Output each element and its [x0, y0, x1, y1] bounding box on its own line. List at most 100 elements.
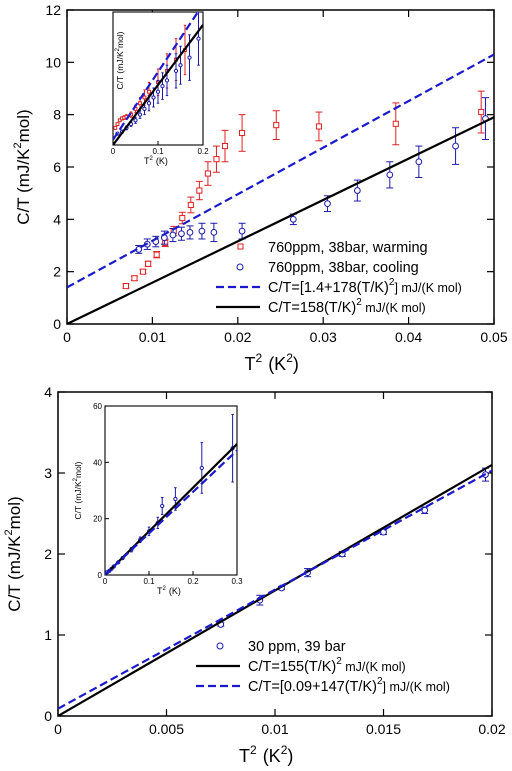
data-point-square	[142, 95, 147, 100]
inset-x-axis-unit: (K)	[156, 156, 168, 166]
data-point-square	[315, 123, 322, 130]
inset-chart: 0 0.1 0.2 0.3 0 20 40 60 T2 (K) C/T (mJ/K2mol)	[73, 402, 243, 596]
data-point-circle	[199, 465, 204, 471]
data-point-circle	[146, 101, 152, 106]
data-point-square	[147, 89, 151, 94]
data-point-circle	[187, 55, 192, 60]
data-point-square	[179, 214, 186, 222]
inset-y-tick-label: 60	[93, 402, 102, 411]
x-axis-unit-end: )	[293, 354, 299, 374]
series-layer	[58, 463, 492, 716]
data-point-circle	[133, 118, 138, 123]
y-tick-label: 4	[53, 211, 61, 227]
x-tick-label: 0.03	[310, 329, 337, 345]
inset-x-tick-label: 0.2	[197, 147, 209, 156]
fit-line-2	[113, 24, 203, 145]
data-point-circle	[210, 229, 218, 236]
data-point-square	[122, 282, 129, 290]
inset-y-tick-label: 20	[93, 515, 102, 524]
data-point-circle	[160, 503, 165, 509]
legend-label: C/T=[1.4+178(T/K)2] mJ/(K mol)	[268, 277, 462, 296]
x-axis-unit: (K	[263, 746, 281, 766]
inset-x-axis-unit: (K)	[169, 586, 181, 596]
x-tick-label: 0.005	[149, 721, 184, 737]
legend-label: 760ppm, 38bar, cooling	[268, 260, 419, 276]
data-point-square	[145, 260, 152, 267]
legend-marker-circle	[236, 263, 244, 271]
inset-y-axis-label-sup: 2	[115, 47, 121, 51]
legend-marker-square	[237, 243, 244, 250]
x-axis-label: T2 (K2)	[245, 351, 299, 374]
data-point-circle	[173, 496, 178, 502]
x-tick-label: 0.04	[395, 329, 422, 345]
data-point-square	[139, 268, 147, 275]
legend-label: C/T=158(T/K)2 mJ/(K mol)	[268, 297, 426, 316]
inset-x-axis-label: T2 (K)	[157, 586, 181, 596]
data-point-square	[273, 122, 280, 129]
legend-label: 760ppm, 38bar, warming	[268, 240, 428, 256]
data-point-square	[131, 275, 138, 282]
x-axis-label-sup: 2	[256, 351, 263, 365]
y-tick-label: 0	[53, 316, 61, 332]
data-point-circle	[196, 36, 201, 41]
x-tick-label: 0.02	[224, 329, 251, 345]
fit-line-3	[113, 12, 200, 141]
x-axis-unit-end: )	[287, 746, 293, 766]
data-point-square	[392, 120, 399, 127]
x-axis-label: T2 (K2)	[239, 743, 293, 766]
legend-label-end: mJ/(K mol)	[342, 660, 406, 674]
legend-label: 30 ppm, 39 bar	[248, 639, 346, 655]
inset-x-tick-label: 0.3	[231, 577, 243, 586]
legend: 760ppm, 38bar, warming 760ppm, 38bar, coo…	[216, 240, 462, 316]
y-tick-label: 6	[53, 159, 61, 175]
x-tick-label: 0.01	[139, 329, 166, 345]
series-layer	[113, 12, 203, 145]
inset-y-tick-label: 0	[98, 571, 103, 580]
chart-panel-1: 0 0.01 0.02 0.03 0.04 0.05 0 2 4 6 8 10 12 T2 (K2) C/T …	[12, 2, 508, 374]
data-point-circle	[160, 83, 165, 89]
data-point-square	[196, 187, 203, 194]
fit-line-2	[105, 449, 237, 575]
fit-line-2	[58, 469, 492, 710]
legend-label: C/T=155(T/K)2 mJ/(K mol)	[248, 656, 406, 675]
data-point-square	[204, 170, 211, 177]
legend-label-end: ] mJ/(K mol)	[383, 680, 450, 694]
data-point-circle	[198, 227, 206, 235]
inset-y-axis-label-end: mol)	[115, 31, 125, 48]
data-point-square	[187, 201, 194, 209]
data-point-circle	[164, 78, 170, 83]
data-point-circle	[353, 187, 361, 194]
data-point-circle	[452, 142, 459, 150]
y-tick-label: 0	[44, 708, 52, 724]
y-tick-label: 2	[44, 546, 52, 562]
x-tick-label: 0.015	[366, 721, 401, 737]
data-point-circle	[169, 231, 177, 239]
data-point-circle	[186, 229, 194, 236]
inset-x-axis-label-sup: 2	[150, 156, 154, 162]
inset-y-axis-label: C/T (mJ/K2mol)	[73, 461, 83, 519]
data-point-circle	[178, 230, 185, 238]
inset-frame	[104, 405, 238, 576]
data-point-square	[115, 122, 120, 127]
data-point-circle	[386, 171, 394, 179]
y-tick-label: 3	[44, 465, 52, 481]
x-axis-label-sup: 2	[250, 743, 257, 757]
inset-x-tick-label: 0.1	[143, 577, 155, 586]
y-axis-label-sup: 2	[3, 529, 15, 535]
x-axis-unit-sup: 2	[281, 743, 288, 757]
data-point-circle	[155, 89, 161, 94]
y-axis-label-end: mol)	[14, 109, 33, 142]
inset-x-axis-label: T2 (K)	[144, 156, 168, 166]
y-tick-label: 4	[44, 384, 52, 400]
data-point-square	[478, 108, 485, 116]
x-tick-label: 0.01	[261, 721, 288, 737]
x-tick-label: 0	[54, 721, 62, 737]
data-point-circle	[137, 112, 143, 117]
y-tick-label: 2	[53, 264, 61, 280]
y-tick-label: 12	[45, 2, 61, 18]
data-point-circle	[324, 200, 331, 208]
x-axis-unit: (K	[268, 354, 286, 374]
inset-y-tick-label: 40	[93, 458, 102, 467]
